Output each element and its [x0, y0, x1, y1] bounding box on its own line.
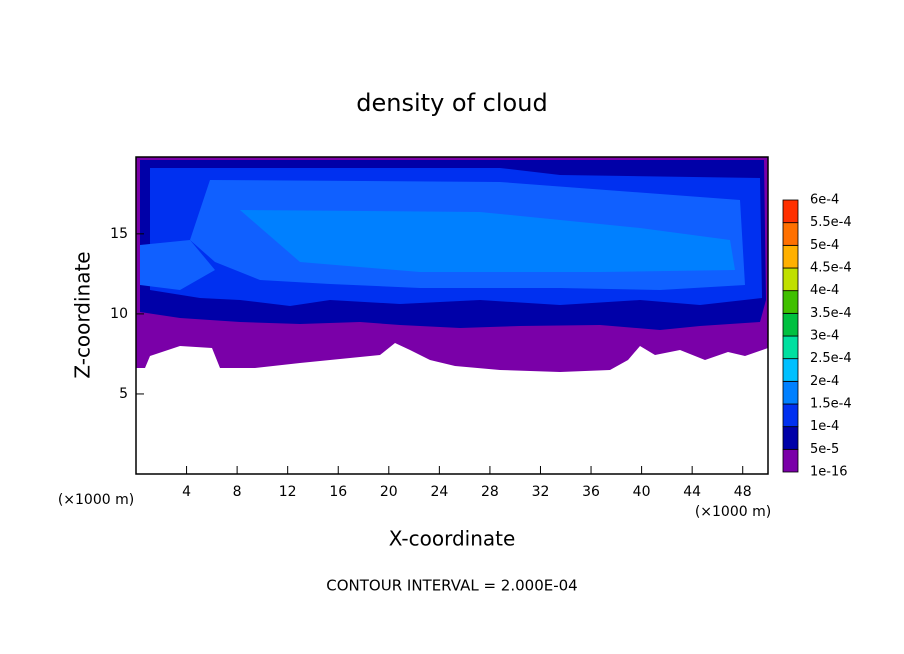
- colorbar-box: [782, 312, 799, 337]
- colorbar-box: [782, 448, 799, 473]
- x-tick-label: 16: [329, 484, 347, 500]
- x-tick-label: 40: [633, 484, 651, 500]
- colorbar-label: 1.5e-4: [810, 397, 852, 412]
- colorbar-box: [782, 403, 799, 428]
- colorbar-box: [782, 222, 799, 246]
- colorbar-label: 3.5e-4: [810, 306, 852, 321]
- colorbar-label: 4e-4: [810, 283, 839, 298]
- x-tick-label: 48: [734, 484, 752, 500]
- colorbar-label: 1e-16: [810, 465, 848, 480]
- field-band: [140, 240, 215, 290]
- colorbar-label: 3e-4: [810, 329, 839, 344]
- colorbar-label: 4.5e-4: [810, 261, 852, 276]
- x-axis-label: X-coordinate: [389, 527, 516, 551]
- colorbar-label: 2e-4: [810, 374, 839, 389]
- y-unit-label: (×1000 m): [58, 492, 134, 508]
- x-tick-label: 12: [279, 484, 297, 500]
- x-tick-label: 36: [582, 484, 600, 500]
- colorbar-box: [782, 290, 799, 314]
- x-tick-label: 4: [182, 484, 191, 500]
- colorbar-box: [782, 199, 799, 224]
- field-band: [240, 210, 735, 272]
- colorbar-box: [782, 426, 799, 450]
- colorbar-label: 6e-4: [810, 193, 839, 208]
- y-axis-label: Z-coordinate: [71, 251, 95, 378]
- x-tick-label: 32: [532, 484, 550, 500]
- y-tick-label: 10: [110, 306, 128, 322]
- colorbar-box: [782, 335, 799, 360]
- x-tick-label: 8: [233, 484, 242, 500]
- colorbar-label: 5e-4: [810, 238, 839, 253]
- colorbar-box: [782, 380, 799, 405]
- x-unit-label: (×1000 m): [695, 504, 771, 520]
- plot-frame: [135, 156, 769, 475]
- y-tick-label: 5: [119, 386, 128, 402]
- colorbar-label: 1e-4: [810, 419, 839, 434]
- colorbar-box: [782, 244, 799, 269]
- x-tick-label: 20: [380, 484, 398, 500]
- chart-title: density of cloud: [356, 89, 547, 117]
- colorbar-label: 5e-5: [810, 442, 839, 457]
- colorbar-label: 5.5e-4: [810, 215, 852, 230]
- y-tick-label: 15: [110, 226, 128, 242]
- contour-field: [136, 157, 768, 372]
- colorbar-box: [782, 358, 799, 382]
- colorbar-label: 2.5e-4: [810, 351, 852, 366]
- colorbar-box: [782, 267, 799, 292]
- contour-note: CONTOUR INTERVAL = 2.000E-04: [326, 577, 577, 595]
- x-tick-label: 44: [683, 484, 701, 500]
- x-tick-label: 24: [430, 484, 448, 500]
- x-tick-label: 28: [481, 484, 499, 500]
